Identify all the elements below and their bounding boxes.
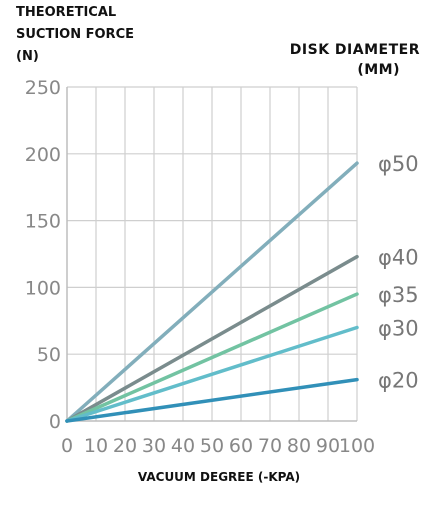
y-axis-title: THEORETICAL SUCTION FORCE (N) (16, 2, 134, 68)
y-tick-label: 0 (49, 411, 61, 433)
y-tick-label: 200 (25, 144, 61, 166)
y-tick-label: 50 (37, 344, 61, 366)
series-label: φ30 (378, 316, 419, 340)
x-tick-label: 40 (171, 435, 195, 457)
series-label: φ50 (378, 152, 419, 176)
x-tick-label: 0 (61, 435, 73, 457)
series-label: φ35 (378, 283, 419, 307)
series-label: φ40 (378, 246, 419, 270)
series-labels: φ50 φ40 φ35 φ30 φ20 (378, 152, 419, 392)
y-axis-title-line-3: (N) (16, 49, 39, 64)
y-tick-label: 250 (25, 77, 61, 99)
x-tick-label: 90 (316, 435, 340, 457)
x-tick-label: 70 (258, 435, 282, 457)
series-lines (65, 161, 359, 423)
legend-title-line-2: (MM) (357, 62, 400, 78)
grid (67, 86, 358, 421)
x-tick-label: 80 (287, 435, 311, 457)
legend-title: DISK DIAMETER (MM) (290, 40, 420, 80)
x-tick-label: 10 (84, 435, 108, 457)
series-line (65, 161, 359, 423)
y-tick-label: 100 (25, 277, 61, 299)
x-tick-label: 50 (200, 435, 224, 457)
series-line (65, 377, 359, 423)
axes (66, 87, 357, 422)
legend-title-line-1: DISK DIAMETER (289, 42, 420, 58)
y-axis-title-line-1: THEORETICAL (16, 5, 117, 20)
y-axis-title-line-2: SUCTION FORCE (16, 27, 134, 42)
y-tick-label: 150 (25, 211, 61, 233)
x-tick-label: 20 (113, 435, 137, 457)
series-line (65, 292, 359, 423)
series-line (65, 325, 359, 423)
x-axis-title: VACUUM DEGREE (-KPA) (137, 470, 301, 484)
y-tick-labels: 0 50 100 150 200 250 (25, 77, 61, 433)
x-tick-label: 30 (142, 435, 166, 457)
series-label: φ20 (378, 369, 419, 393)
x-tick-label: 100 (339, 435, 375, 457)
x-tick-label: 60 (229, 435, 253, 457)
series-line (65, 254, 359, 423)
